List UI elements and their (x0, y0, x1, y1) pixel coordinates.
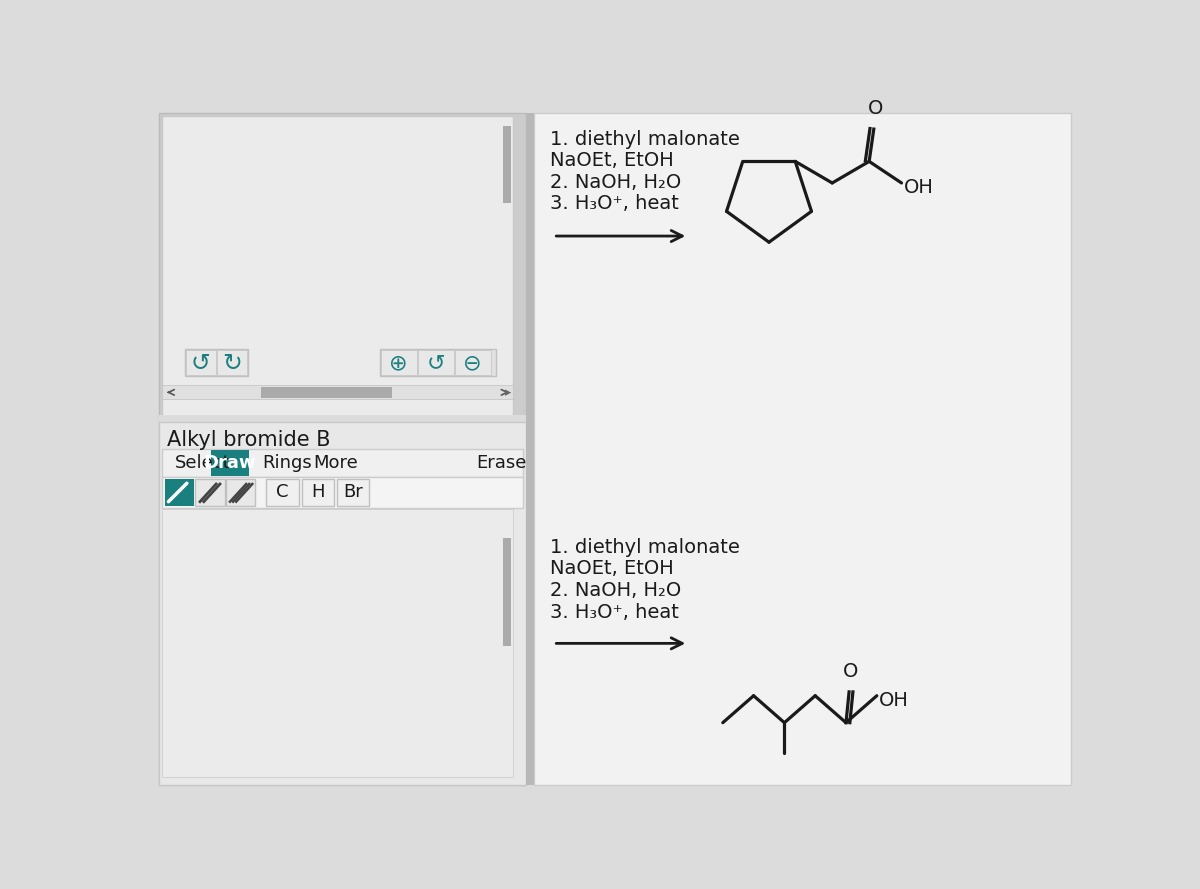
Text: ▸: ▸ (505, 386, 511, 399)
Text: Br: Br (343, 484, 364, 501)
Bar (266, 478, 299, 507)
Text: H: H (311, 484, 324, 501)
Bar (301, 478, 334, 507)
Bar (503, 538, 511, 645)
Text: C: C (276, 484, 289, 501)
Text: 2. NaOH, H₂O: 2. NaOH, H₂O (550, 581, 680, 600)
Text: ⊖: ⊖ (463, 353, 482, 373)
Bar (211, 450, 250, 477)
Bar (162, 509, 512, 777)
Bar (196, 478, 224, 507)
Bar (534, 113, 1070, 785)
Bar (162, 116, 512, 416)
Text: O: O (842, 662, 858, 681)
Text: Select: Select (174, 454, 230, 472)
Text: ↺: ↺ (191, 351, 211, 375)
Text: NaOEt, EtOH: NaOEt, EtOH (550, 151, 673, 171)
Bar (217, 350, 247, 375)
Text: 1. diethyl malonate: 1. diethyl malonate (550, 130, 739, 148)
Bar (226, 478, 256, 507)
Text: ↻: ↻ (222, 351, 241, 375)
Text: 2. NaOH, H₂O: 2. NaOH, H₂O (550, 172, 680, 192)
Text: More: More (313, 454, 358, 472)
Bar (186, 350, 216, 375)
Text: ↺: ↺ (426, 353, 445, 373)
Bar (162, 449, 522, 477)
Text: NaOEt, EtOH: NaOEt, EtOH (550, 559, 673, 579)
Bar (380, 350, 418, 375)
Bar (160, 414, 526, 422)
Text: Alkyl bromide B: Alkyl bromide B (167, 430, 330, 450)
Bar (162, 477, 522, 508)
Text: Erase: Erase (476, 454, 527, 472)
Text: ⊕: ⊕ (389, 353, 408, 373)
Text: Draw: Draw (204, 454, 257, 472)
Text: Rings: Rings (263, 454, 312, 472)
Bar (455, 350, 491, 375)
Text: OH: OH (880, 691, 908, 709)
Text: OH: OH (904, 178, 934, 197)
Bar (337, 478, 370, 507)
Bar (260, 387, 391, 397)
Bar (526, 113, 534, 785)
Text: 3. H₃O⁺, heat: 3. H₃O⁺, heat (550, 603, 678, 621)
Bar (185, 349, 248, 376)
Bar (162, 386, 512, 399)
Bar (503, 126, 511, 203)
Text: 1. diethyl malonate: 1. diethyl malonate (550, 538, 739, 557)
Bar (160, 422, 526, 785)
Text: 3. H₃O⁺, heat: 3. H₃O⁺, heat (550, 195, 678, 213)
Text: O: O (868, 100, 883, 118)
Bar (380, 349, 496, 376)
Bar (164, 478, 194, 507)
Bar (160, 113, 526, 785)
Bar (418, 350, 454, 375)
